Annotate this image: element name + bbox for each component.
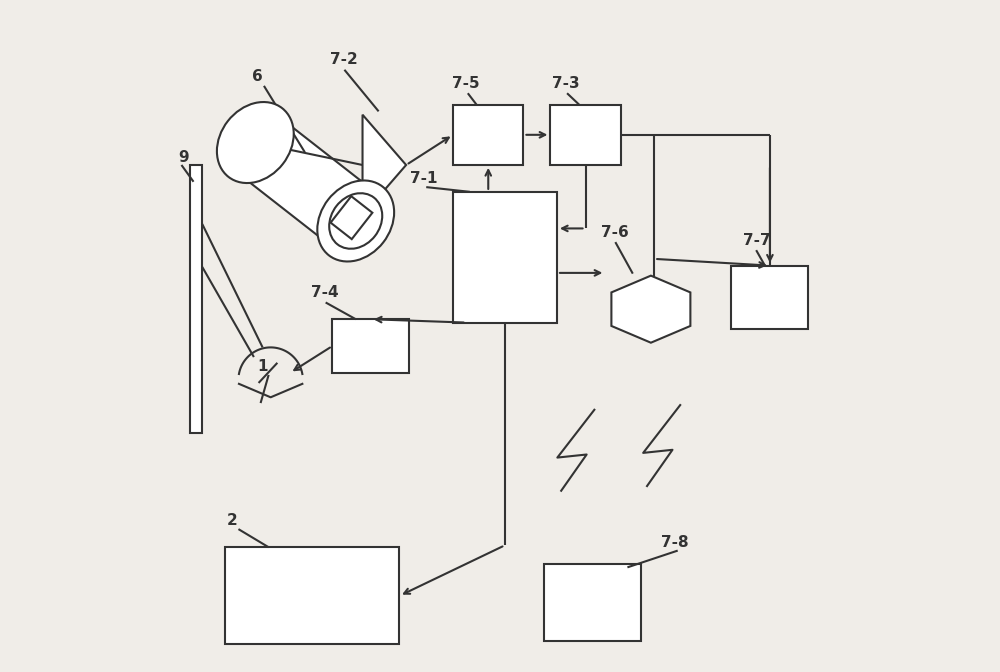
Bar (332, 319, 409, 373)
Text: 9: 9 (178, 150, 189, 165)
Bar (544, 564, 641, 641)
Text: 7-1: 7-1 (410, 171, 438, 186)
Bar (731, 265, 808, 329)
Ellipse shape (217, 102, 294, 183)
Text: 7-2: 7-2 (330, 52, 358, 67)
Polygon shape (331, 196, 372, 239)
Text: 1: 1 (257, 359, 268, 374)
Polygon shape (363, 115, 406, 215)
Ellipse shape (317, 181, 394, 261)
Text: 2: 2 (226, 513, 237, 528)
Text: 7-3: 7-3 (552, 76, 580, 91)
Bar (453, 192, 557, 323)
Bar (225, 547, 399, 644)
Bar (190, 165, 202, 433)
Bar (550, 105, 621, 165)
Text: 7-4: 7-4 (311, 285, 339, 300)
Text: 7-8: 7-8 (661, 535, 689, 550)
Text: 7-6: 7-6 (601, 224, 628, 240)
Polygon shape (611, 276, 690, 343)
Text: 7-5: 7-5 (452, 76, 479, 91)
Bar (453, 105, 523, 165)
Text: 6: 6 (252, 69, 263, 84)
Text: 7-7: 7-7 (743, 233, 770, 249)
Polygon shape (234, 115, 377, 249)
